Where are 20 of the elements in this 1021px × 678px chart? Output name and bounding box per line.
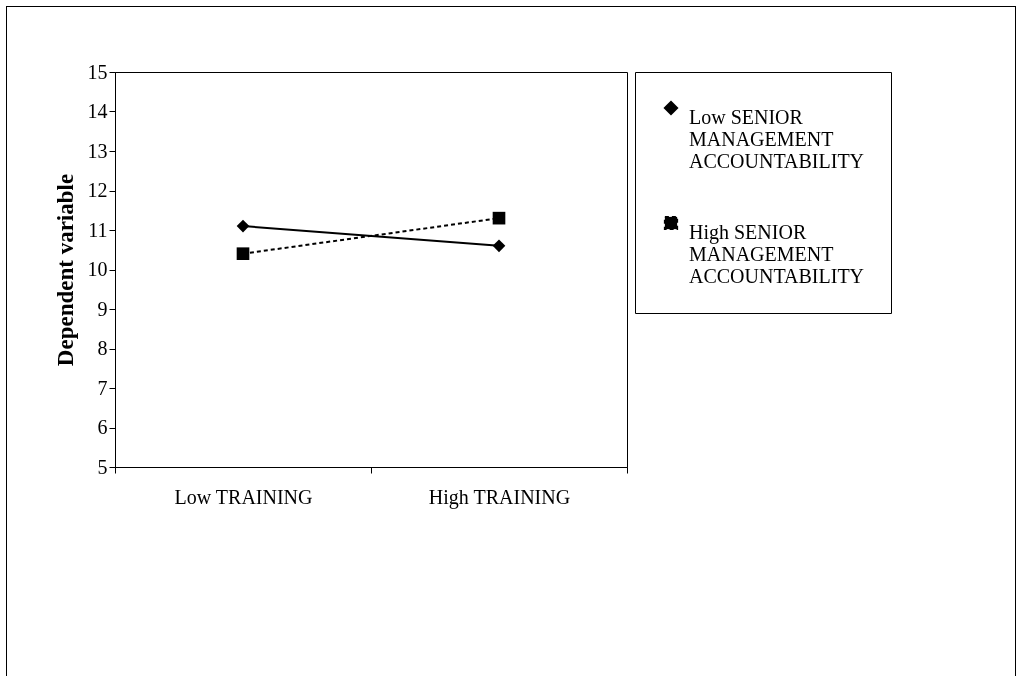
y-tick-label: 11 [88, 218, 108, 241]
y-tick-label: 14 [87, 100, 108, 122]
y-tick-label: 9 [97, 297, 108, 320]
x-tick-label: Low TRAINING [174, 485, 313, 508]
y-tick-label: 10 [87, 258, 108, 280]
y-tick-label: 15 [87, 60, 108, 83]
point [236, 219, 250, 233]
y-axis-title: Dependent variable [52, 173, 78, 367]
y-tick-label: 8 [97, 337, 108, 359]
legend-label: Low SENIOR MANAGEMENT ACCOUNTABILITY [689, 106, 865, 172]
point [236, 247, 250, 261]
y-tick-label: 7 [97, 376, 108, 399]
x-tick-label: High TRAINING [428, 485, 571, 509]
y-tick-label: 13 [87, 139, 108, 162]
y-tick-label: 5 [97, 455, 108, 478]
point [492, 211, 506, 225]
y-tick-label: 12 [87, 179, 108, 201]
y-tick-label: 6 [97, 416, 108, 438]
legend-label: High SENIOR MANAGEMENT ACCOUNTABILITY [689, 221, 865, 287]
point [492, 239, 506, 253]
